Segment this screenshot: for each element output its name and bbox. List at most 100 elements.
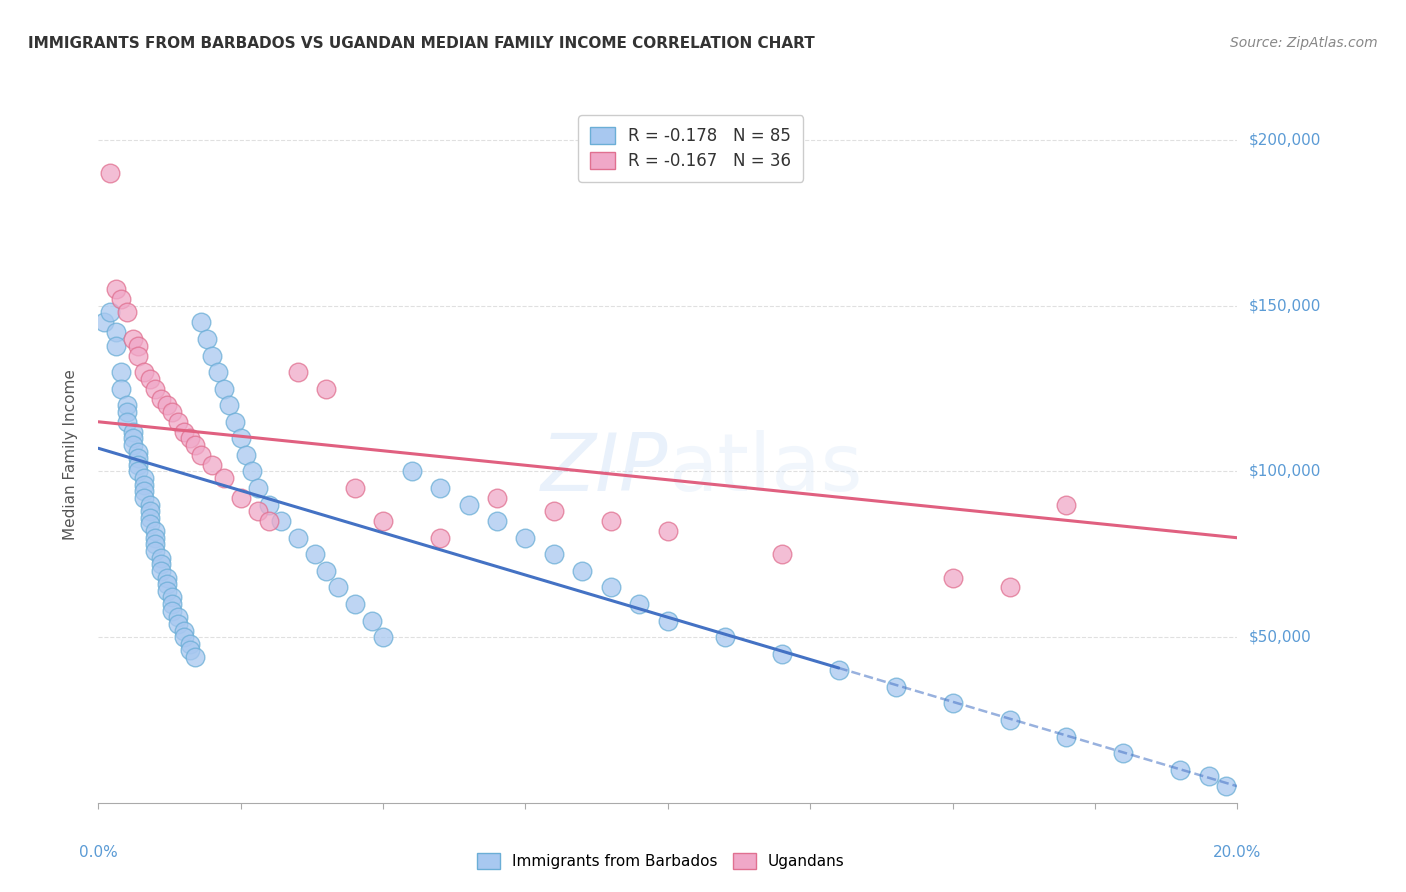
Point	[145, 544, 167, 558]
Point	[145, 382, 167, 396]
Point	[132, 484, 155, 499]
Point	[104, 326, 127, 340]
Point	[543, 504, 565, 518]
Point	[132, 471, 155, 485]
Text: $50,000: $50,000	[1249, 630, 1312, 645]
Point	[138, 517, 160, 532]
Point	[600, 514, 623, 528]
Point	[127, 451, 149, 466]
Point	[132, 365, 155, 379]
Point	[240, 465, 263, 479]
Point	[246, 481, 269, 495]
Legend: Immigrants from Barbados, Ugandans: Immigrants from Barbados, Ugandans	[471, 847, 851, 875]
Point	[287, 365, 309, 379]
Point	[150, 392, 173, 406]
Point	[429, 531, 451, 545]
Point	[110, 365, 132, 379]
Point	[212, 382, 235, 396]
Point	[179, 431, 201, 445]
Point	[145, 524, 167, 538]
Point	[121, 431, 143, 445]
Point	[138, 504, 160, 518]
Point	[179, 643, 201, 657]
Point	[121, 332, 143, 346]
Point	[360, 614, 382, 628]
Point	[515, 531, 537, 545]
Point	[150, 558, 173, 572]
Point	[150, 564, 173, 578]
Point	[600, 581, 623, 595]
Point	[218, 398, 240, 412]
Point	[184, 438, 207, 452]
Point	[457, 498, 479, 512]
Point	[770, 647, 793, 661]
Point	[167, 616, 190, 631]
Point	[343, 481, 366, 495]
Point	[121, 438, 143, 452]
Point	[543, 547, 565, 561]
Point	[998, 713, 1021, 727]
Point	[98, 305, 121, 319]
Point	[571, 564, 593, 578]
Point	[104, 282, 127, 296]
Point	[162, 591, 184, 605]
Text: IMMIGRANTS FROM BARBADOS VS UGANDAN MEDIAN FAMILY INCOME CORRELATION CHART: IMMIGRANTS FROM BARBADOS VS UGANDAN MEDI…	[28, 36, 815, 51]
Point	[121, 425, 143, 439]
Point	[229, 491, 252, 505]
Point	[145, 531, 167, 545]
Point	[884, 680, 907, 694]
Point	[657, 524, 679, 538]
Point	[110, 292, 132, 306]
Point	[93, 315, 115, 329]
Point	[486, 491, 509, 505]
Point	[162, 405, 184, 419]
Point	[167, 415, 190, 429]
Point	[1198, 769, 1220, 783]
Point	[201, 458, 224, 472]
Point	[287, 531, 309, 545]
Point	[145, 537, 167, 551]
Point	[156, 583, 179, 598]
Point	[138, 511, 160, 525]
Legend: R = -0.178   N = 85, R = -0.167   N = 36: R = -0.178 N = 85, R = -0.167 N = 36	[578, 115, 803, 182]
Point	[184, 650, 207, 665]
Point	[1056, 730, 1078, 744]
Point	[115, 305, 138, 319]
Point	[110, 382, 132, 396]
Point	[127, 465, 149, 479]
Point	[246, 504, 269, 518]
Point	[315, 382, 337, 396]
Point	[315, 564, 337, 578]
Point	[162, 604, 184, 618]
Point	[173, 425, 195, 439]
Point	[259, 514, 281, 528]
Point	[156, 398, 179, 412]
Point	[207, 365, 229, 379]
Point	[132, 491, 155, 505]
Point	[224, 415, 246, 429]
Text: 0.0%: 0.0%	[79, 845, 118, 860]
Point	[304, 547, 326, 561]
Point	[486, 514, 509, 528]
Point	[156, 570, 179, 584]
Text: atlas: atlas	[668, 430, 862, 508]
Point	[770, 547, 793, 561]
Point	[190, 448, 212, 462]
Text: ZIP: ZIP	[540, 430, 668, 508]
Point	[429, 481, 451, 495]
Point	[138, 498, 160, 512]
Point	[1170, 763, 1192, 777]
Text: $200,000: $200,000	[1249, 133, 1320, 148]
Point	[828, 663, 851, 677]
Point	[167, 610, 190, 624]
Point	[173, 624, 195, 638]
Point	[138, 372, 160, 386]
Point	[150, 550, 173, 565]
Point	[998, 581, 1021, 595]
Text: $150,000: $150,000	[1249, 298, 1320, 313]
Point	[127, 349, 149, 363]
Point	[127, 458, 149, 472]
Text: 20.0%: 20.0%	[1213, 845, 1261, 860]
Text: Source: ZipAtlas.com: Source: ZipAtlas.com	[1230, 36, 1378, 50]
Point	[212, 471, 235, 485]
